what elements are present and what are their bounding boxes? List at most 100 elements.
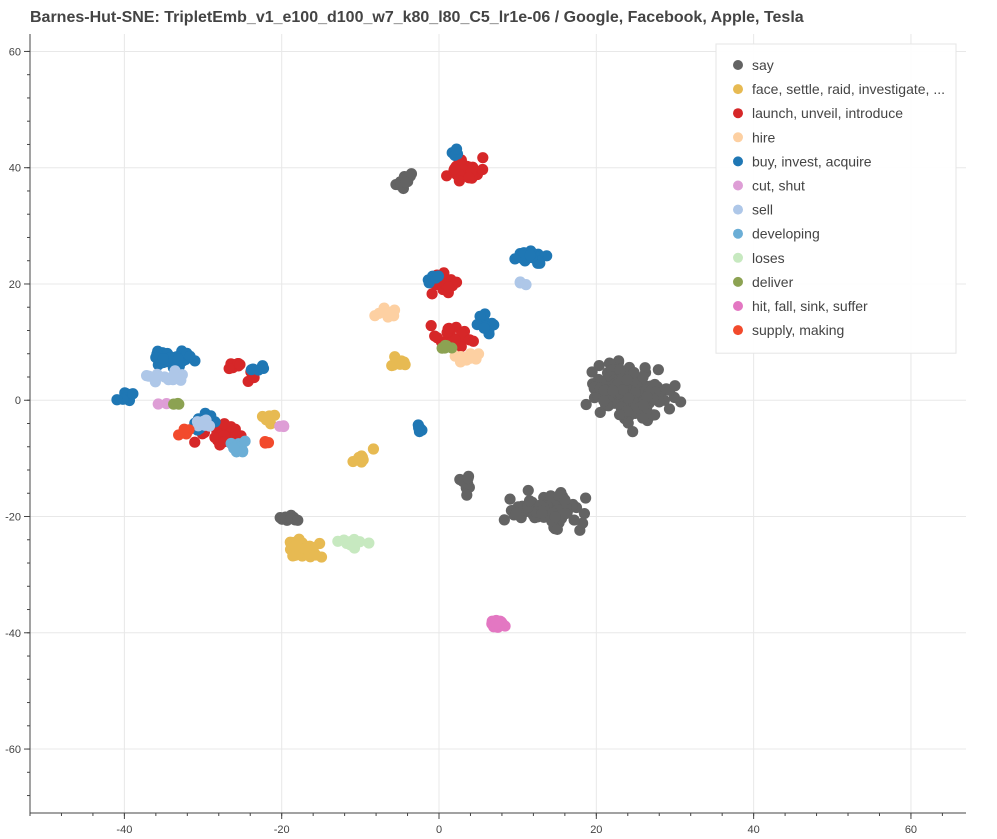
legend-marker [733, 84, 743, 95]
scatter-point [400, 176, 412, 188]
scatter-point [627, 426, 639, 438]
scatter-point [373, 307, 385, 319]
scatter-point [545, 490, 557, 502]
scatter-point [598, 384, 611, 397]
legend-box [715, 43, 957, 354]
scatter-point [549, 511, 561, 523]
legend-label: say [752, 57, 774, 73]
legend-marker [733, 180, 743, 191]
scatter-point [490, 618, 503, 630]
scatter-point [127, 388, 139, 400]
y-tick-label: -40 [5, 628, 21, 640]
legend-marker [733, 108, 743, 119]
scatter-point [247, 363, 259, 375]
scatter-point [559, 494, 571, 506]
x-tick-label: -20 [274, 824, 290, 836]
scatter-point [413, 422, 425, 434]
scatter-point [289, 549, 301, 561]
scatter-point [509, 253, 521, 265]
scatter-point [173, 398, 185, 410]
scatter-point [425, 320, 437, 332]
scatter-point [203, 420, 216, 432]
legend-label: buy, invest, acquire [752, 153, 872, 169]
scatter-point [641, 391, 653, 403]
legend-label: loses [752, 250, 785, 266]
scatter-point [568, 514, 580, 526]
scatter-point [462, 472, 474, 484]
scatter-point [292, 514, 304, 526]
scatter-point [622, 392, 635, 405]
scatter-point [669, 380, 681, 392]
scatter-point [586, 366, 598, 378]
y-tick-label: 40 [9, 163, 21, 175]
legend-label: face, settle, raid, investigate, ... [752, 81, 945, 97]
scatter-point [536, 507, 548, 520]
scatter-point [228, 442, 240, 454]
legend-marker [733, 204, 743, 215]
legend-label: hit, fall, sink, suffer [752, 298, 868, 314]
scatter-point [260, 414, 272, 426]
scatter-point [157, 353, 169, 365]
legend-marker [733, 132, 743, 143]
scatter-point [363, 537, 375, 549]
legend-label: launch, unveil, introduce [752, 105, 903, 121]
scatter-point [356, 451, 369, 463]
scatter-point [111, 394, 123, 406]
scatter-point [191, 416, 204, 428]
legend-label: cut, shut [752, 178, 805, 194]
scatter-point [461, 489, 473, 501]
scatter-point [442, 281, 455, 293]
y-tick-label: 60 [9, 46, 21, 58]
scatter-point [178, 423, 190, 435]
scatter-point [576, 517, 589, 529]
x-tick-label: 0 [436, 824, 442, 836]
x-tick-label: 40 [748, 824, 760, 836]
scatter-point [189, 436, 201, 448]
scatter-point [348, 535, 360, 547]
legend-label: deliver [752, 274, 794, 290]
scatter-point [443, 322, 455, 334]
scatter-point [223, 362, 235, 375]
chart-title: Barnes-Hut-SNE: TripletEmb_v1_e100_d100_… [30, 9, 804, 26]
scatter-point [460, 353, 472, 365]
legend-marker [733, 252, 743, 263]
scatter-point [636, 412, 649, 424]
scatter-point [477, 163, 489, 176]
scatter-point [617, 384, 629, 396]
scatter-point [607, 385, 619, 397]
scatter-point [448, 163, 461, 175]
scatter-point [478, 322, 490, 334]
scatter-point [663, 403, 676, 415]
scatter-point [431, 332, 443, 344]
scatter-point [622, 417, 634, 429]
legend-marker [733, 60, 743, 70]
scatter-point [432, 270, 445, 282]
scatter-point [257, 362, 270, 375]
x-tick-label: 60 [905, 824, 917, 836]
scatter-point [628, 366, 640, 379]
scatter-point [439, 339, 451, 352]
legend-marker [733, 228, 743, 239]
scatter-point [184, 350, 196, 362]
scatter-point [498, 514, 510, 526]
scatter-point [453, 175, 465, 187]
scatter-point [399, 359, 411, 371]
scatter-point [520, 279, 532, 291]
y-tick-label: -20 [5, 512, 21, 524]
scatter-point [426, 288, 438, 300]
scatter-point [405, 168, 418, 180]
scatter-point [143, 370, 155, 382]
scatter-point [173, 372, 185, 385]
legend-label: hire [752, 129, 776, 145]
scatter-point [621, 374, 633, 386]
legend-marker [733, 325, 743, 336]
scatter-point [277, 420, 290, 432]
scatter-point [578, 507, 591, 520]
scatter-point [639, 362, 651, 374]
scatter-point [338, 534, 350, 546]
scatter-point [598, 395, 610, 407]
legend-marker [733, 276, 743, 287]
scatter-point [472, 348, 485, 360]
legend-label: developing [752, 226, 820, 242]
x-tick-label: 20 [590, 824, 602, 836]
